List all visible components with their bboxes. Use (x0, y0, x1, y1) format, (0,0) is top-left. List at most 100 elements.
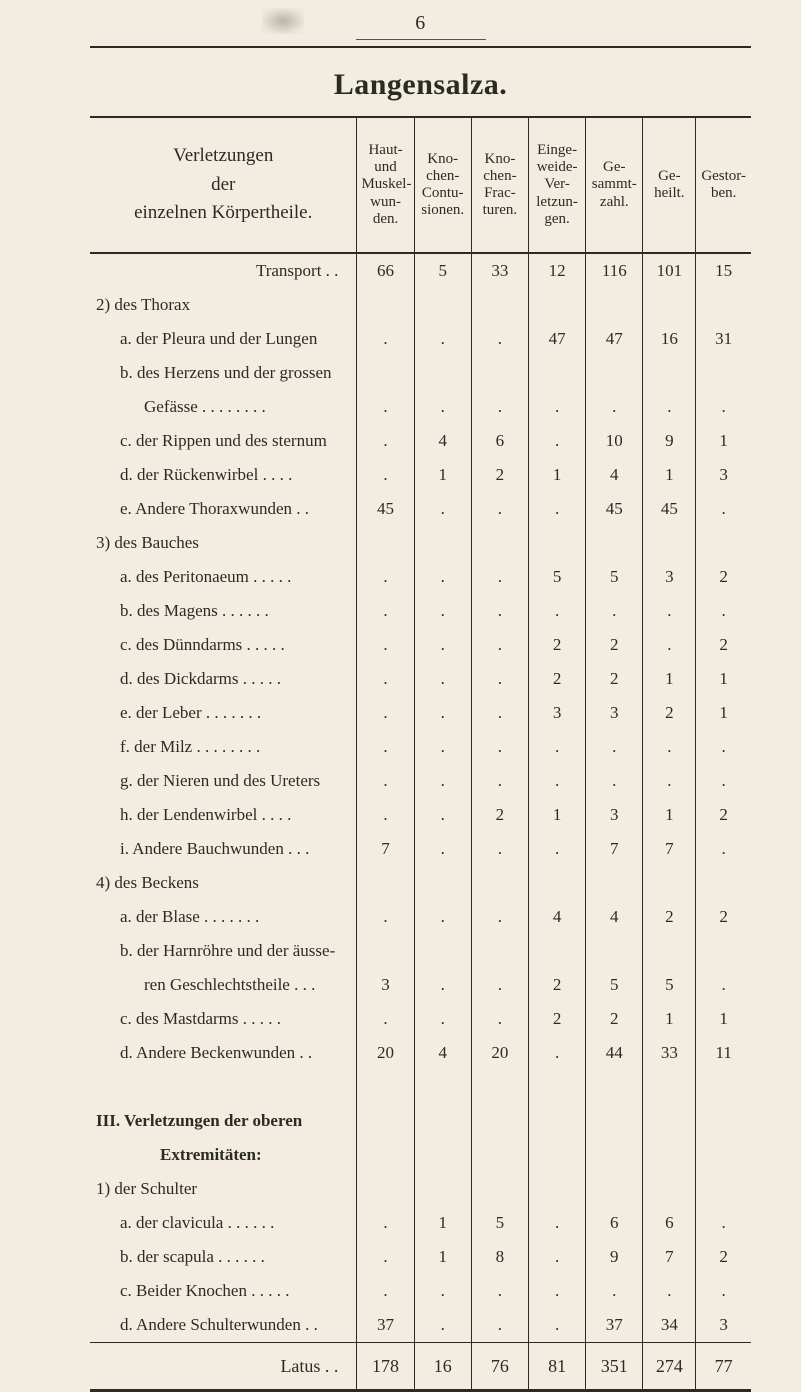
cell (529, 1172, 586, 1206)
cell: 5 (586, 968, 643, 1002)
row-desc: Transport . . (90, 253, 357, 288)
latus-label: Latus . . (90, 1343, 357, 1391)
cell (643, 934, 696, 968)
row-desc: 2) des Thorax (90, 288, 357, 322)
cell (586, 356, 643, 390)
cell (586, 934, 643, 968)
table-wrapper: Langensalza. Verletzungen der einzelnen … (90, 46, 751, 1392)
cell: . (643, 764, 696, 798)
cell: 2 (696, 560, 751, 594)
cell: . (471, 1274, 528, 1308)
cell (357, 934, 414, 968)
cell: 45 (357, 492, 414, 526)
cell: 6 (643, 1206, 696, 1240)
cell (471, 526, 528, 560)
cell: 6 (471, 424, 528, 458)
cell: . (357, 696, 414, 730)
cell: 3 (643, 560, 696, 594)
cell: 66 (357, 253, 414, 288)
row-desc: d. Andere Beckenwunden . . (90, 1036, 357, 1070)
cell (529, 288, 586, 322)
cell: 37 (357, 1308, 414, 1343)
cell: 47 (586, 322, 643, 356)
cell: 3 (586, 798, 643, 832)
cell: . (696, 968, 751, 1002)
cell: . (414, 322, 471, 356)
cell (414, 1070, 471, 1104)
col-1: Haut- und Muskel- wun- den. (357, 117, 414, 253)
cell: . (471, 594, 528, 628)
cell: . (357, 390, 414, 424)
cell (529, 934, 586, 968)
cell: . (586, 764, 643, 798)
table-row: ren Geschlechtstheile . . .3..255. (90, 968, 751, 1002)
cell: . (357, 1002, 414, 1036)
table-row: a. der Pleura und der Lungen...47471631 (90, 322, 751, 356)
cell: 44 (586, 1036, 643, 1070)
row-desc: 1) der Schulter (90, 1172, 357, 1206)
row-desc: a. der Blase . . . . . . . (90, 900, 357, 934)
cell: . (471, 730, 528, 764)
cell: 7 (586, 832, 643, 866)
cell (529, 866, 586, 900)
cell: 4 (414, 1036, 471, 1070)
table-body: Transport . .6653312116101152) des Thora… (90, 253, 751, 1343)
cell: 2 (586, 1002, 643, 1036)
table-row: Gefässe . . . . . . . ........ (90, 390, 751, 424)
cell: . (414, 832, 471, 866)
cell (471, 1138, 528, 1172)
cell (357, 866, 414, 900)
cell: . (357, 322, 414, 356)
cell: . (696, 764, 751, 798)
cell (414, 356, 471, 390)
cell: . (357, 1206, 414, 1240)
row-desc: b. des Magens . . . . . . (90, 594, 357, 628)
cell (471, 934, 528, 968)
cell: 2 (643, 696, 696, 730)
cell: 2 (471, 458, 528, 492)
col-2: Kno- chen- Contu- sionen. (414, 117, 471, 253)
cell: . (529, 1240, 586, 1274)
cell: 3 (357, 968, 414, 1002)
row-desc: a. der Pleura und der Lungen (90, 322, 357, 356)
cell: . (471, 560, 528, 594)
cell (471, 288, 528, 322)
cell: . (529, 764, 586, 798)
cell: 4 (529, 900, 586, 934)
cell: 2 (643, 900, 696, 934)
cell: 2 (696, 1240, 751, 1274)
col-desc-l2: der (211, 174, 235, 195)
cell: . (471, 1308, 528, 1343)
cell: . (586, 594, 643, 628)
cell (357, 1070, 414, 1104)
cell (643, 1070, 696, 1104)
cell: 20 (357, 1036, 414, 1070)
cell (414, 1138, 471, 1172)
table-row: 1) der Schulter (90, 1172, 751, 1206)
cell: 12 (529, 253, 586, 288)
cell: . (414, 390, 471, 424)
cell: 5 (586, 560, 643, 594)
row-desc: b. der Harnröhre und der äusse- (90, 934, 357, 968)
cell: . (471, 900, 528, 934)
cell: . (643, 594, 696, 628)
cell (357, 526, 414, 560)
cell: 34 (643, 1308, 696, 1343)
cell (414, 288, 471, 322)
row-desc: c. Beider Knochen . . . . . (90, 1274, 357, 1308)
cell: . (529, 1206, 586, 1240)
cell: 7 (643, 832, 696, 866)
cell: . (414, 1002, 471, 1036)
cell: 6 (586, 1206, 643, 1240)
row-desc: f. der Milz . . . . . . . . (90, 730, 357, 764)
cell: 2 (696, 628, 751, 662)
table-row: d. Andere Schulterwunden . .37...37343 (90, 1308, 751, 1343)
cell: . (414, 662, 471, 696)
cell: . (529, 594, 586, 628)
cell (471, 1104, 528, 1138)
cell: . (529, 832, 586, 866)
cell (696, 526, 751, 560)
row-desc: c. des Dünndarms . . . . . (90, 628, 357, 662)
cell (696, 934, 751, 968)
cell: . (529, 492, 586, 526)
